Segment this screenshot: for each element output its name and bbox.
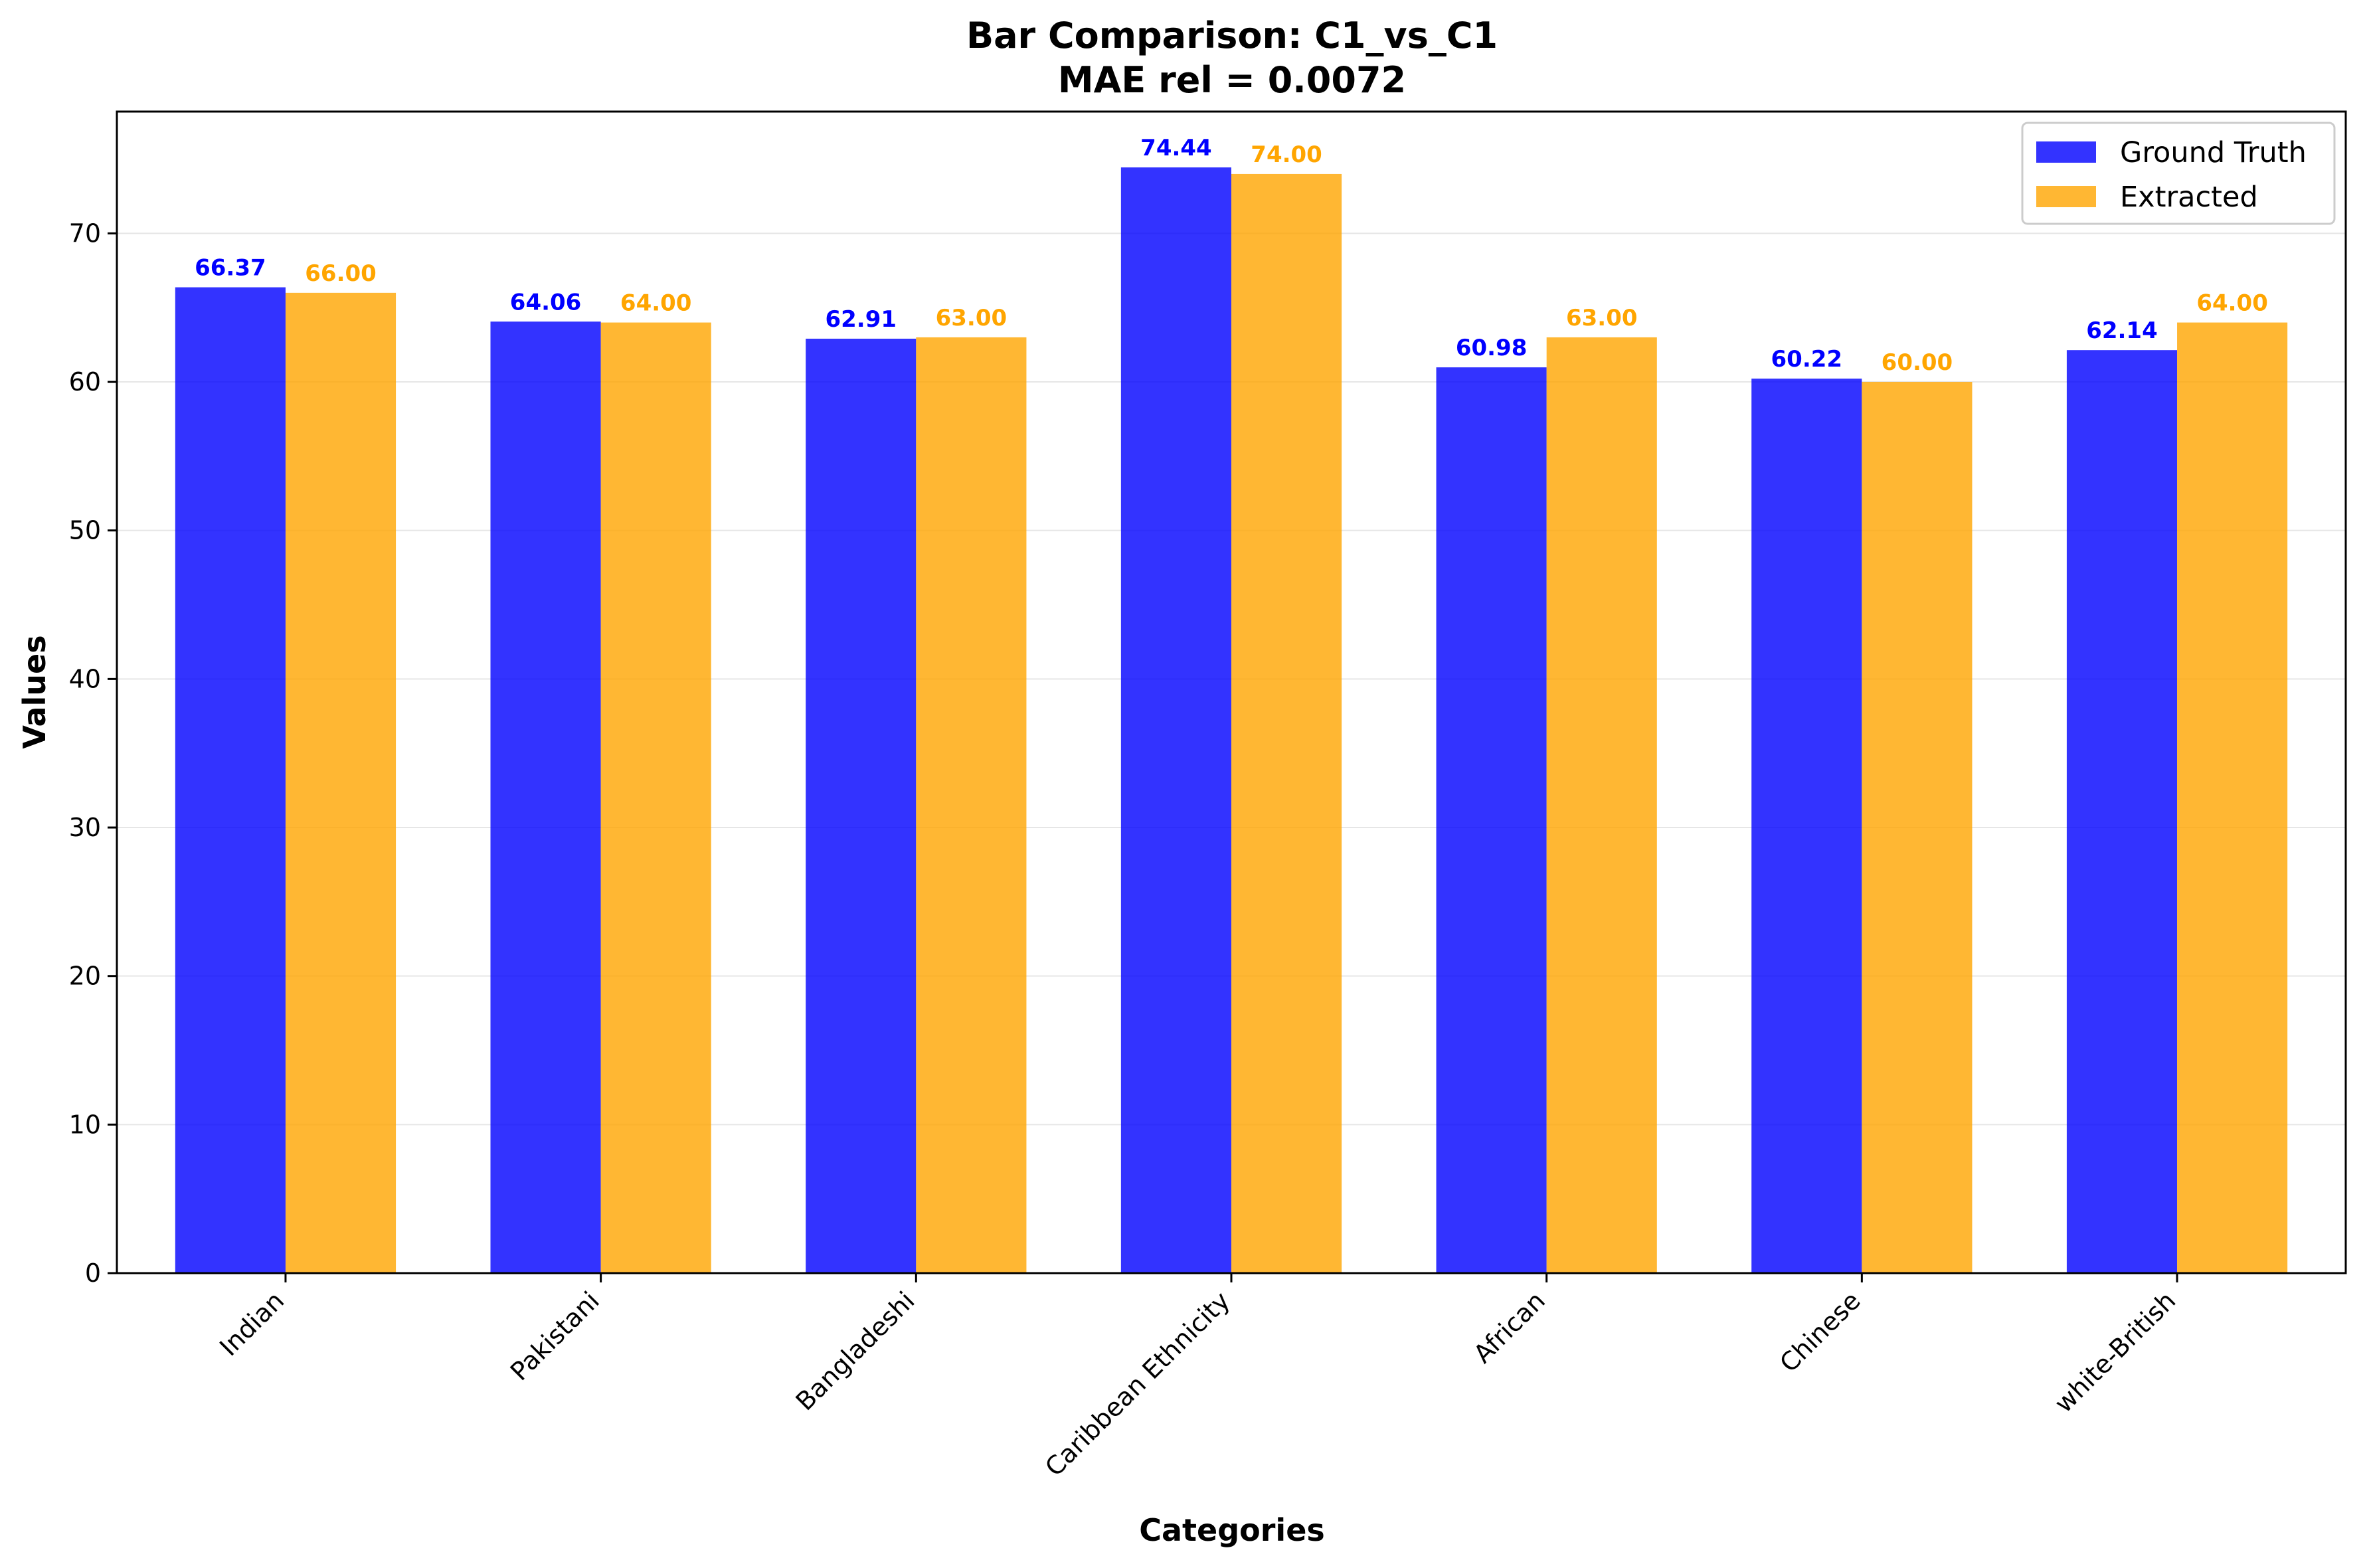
y-axis-label: Values bbox=[17, 635, 52, 748]
bar-extracted-caribbean-ethnicity bbox=[1231, 173, 1342, 1274]
bar-value-label-extracted-bangladeshi: 63.00 bbox=[936, 305, 1008, 331]
legend-swatch-ground-truth bbox=[2036, 141, 2096, 163]
legend-label-ground-truth: Ground Truth bbox=[2120, 136, 2307, 169]
bar-ground-truth-african bbox=[1436, 367, 1547, 1273]
bar-ground-truth-indian bbox=[175, 287, 286, 1274]
bar-extracted-white-british bbox=[2177, 322, 2288, 1273]
y-tick-label-30: 30 bbox=[69, 813, 101, 842]
bar-value-label-ground-truth-bangladeshi: 62.91 bbox=[825, 306, 897, 333]
chart-subtitle: MAE rel = 0.0072 bbox=[1058, 59, 1406, 101]
bar-ground-truth-caribbean-ethnicity bbox=[1120, 167, 1231, 1274]
bar-value-label-ground-truth-caribbean-ethnicity: 74.44 bbox=[1140, 135, 1212, 161]
bar-extracted-african bbox=[1546, 337, 1657, 1273]
bar-ground-truth-pakistani bbox=[490, 321, 601, 1273]
bars bbox=[175, 167, 2288, 1274]
bar-extracted-bangladeshi bbox=[916, 337, 1027, 1273]
bar-value-label-extracted-african: 63.00 bbox=[1566, 305, 1638, 331]
bar-ground-truth-chinese bbox=[1751, 379, 1862, 1274]
bar-extracted-chinese bbox=[1862, 382, 1972, 1273]
legend-swatch-extracted bbox=[2036, 186, 2096, 207]
chart-title: Bar Comparison: C1_vs_C1 bbox=[966, 15, 1498, 56]
bar-value-label-ground-truth-indian: 66.37 bbox=[195, 255, 266, 282]
x-axis-label: Categories bbox=[1139, 1512, 1325, 1548]
y-axis-ticks: 0 10 20 30 40 50 60 70 bbox=[69, 218, 117, 1288]
bar-value-label-ground-truth-chinese: 60.22 bbox=[1771, 346, 1843, 373]
bar-ground-truth-bangladeshi bbox=[806, 338, 917, 1274]
y-tick-label-40: 40 bbox=[69, 664, 101, 693]
legend-frame bbox=[2021, 122, 2336, 225]
bar-value-label-extracted-caribbean-ethnicity: 74.00 bbox=[1251, 141, 1322, 168]
bar-extracted-pakistani bbox=[600, 322, 711, 1273]
bar-value-label-ground-truth-african: 60.98 bbox=[1456, 335, 1528, 361]
bar-extracted-indian bbox=[285, 292, 396, 1274]
bar-value-label-extracted-white-british: 64.00 bbox=[2196, 290, 2268, 317]
legend: Ground Truth Extracted bbox=[2021, 122, 2336, 225]
y-tick-label-70: 70 bbox=[69, 218, 101, 248]
legend-label-extracted: Extracted bbox=[2120, 181, 2258, 214]
bar-value-labels: 66.37 64.06 62.91 74.44 60.98 60.22 62.14 66.00… bbox=[195, 135, 2268, 376]
y-tick-label-10: 10 bbox=[69, 1110, 101, 1139]
y-tick-label-0: 0 bbox=[85, 1259, 101, 1288]
y-tick-label-60: 60 bbox=[69, 367, 101, 396]
bar-value-label-extracted-pakistani: 64.00 bbox=[620, 290, 692, 317]
bar-value-label-extracted-chinese: 60.00 bbox=[1882, 349, 1953, 376]
bar-value-label-ground-truth-pakistani: 64.06 bbox=[510, 289, 582, 315]
bar-value-label-extracted-indian: 66.00 bbox=[305, 260, 377, 287]
y-tick-label-50: 50 bbox=[69, 516, 101, 545]
bar-value-label-ground-truth-white-british: 62.14 bbox=[2086, 317, 2158, 344]
y-tick-label-20: 20 bbox=[69, 962, 101, 991]
bar-ground-truth-white-british bbox=[2066, 350, 2178, 1273]
